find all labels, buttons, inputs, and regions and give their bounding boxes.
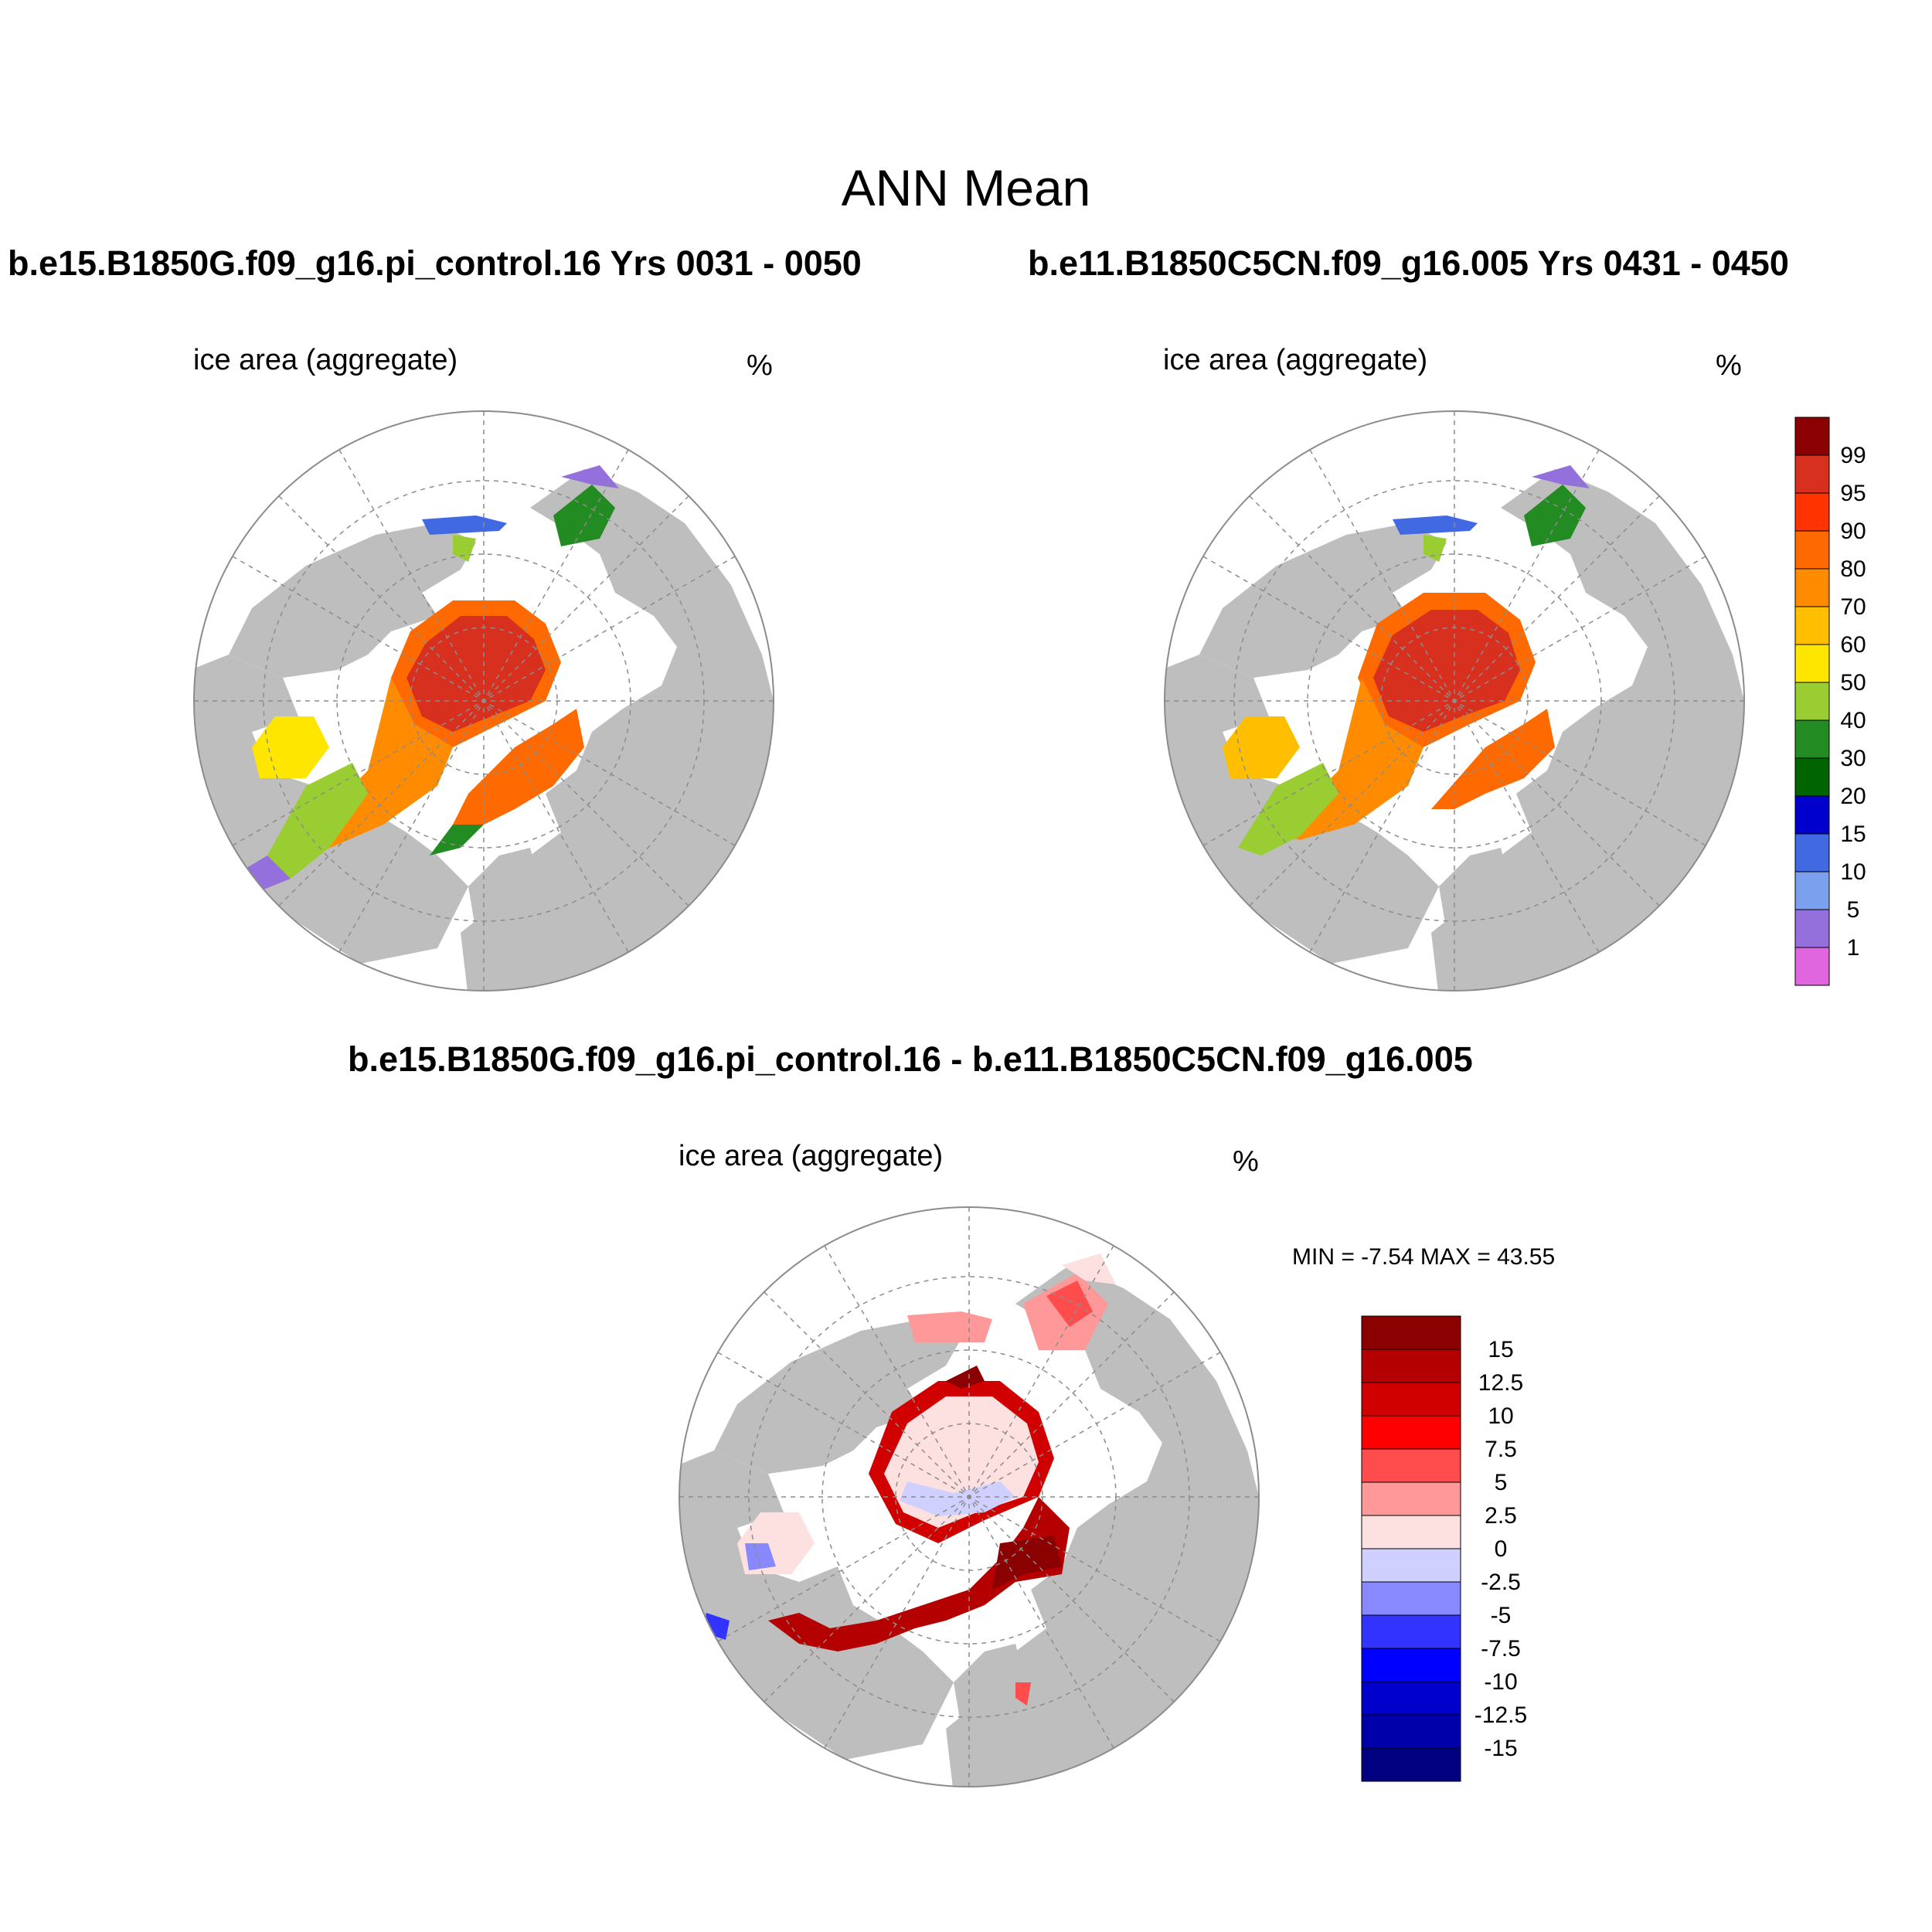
ice-colorbar-swatch	[1794, 568, 1830, 607]
panel1-map	[193, 410, 774, 992]
diff-colorbar-swatch	[1361, 1681, 1461, 1716]
ice-colorbar-tick-label: 70	[1840, 594, 1866, 620]
ice-colorbar-swatch	[1794, 795, 1830, 835]
ice-colorbar-swatch	[1794, 947, 1830, 986]
diff-colorbar-tick-label: -10	[1484, 1669, 1517, 1695]
diff-colorbar-swatch	[1361, 1714, 1461, 1749]
ice-colorbar-swatch	[1794, 454, 1830, 494]
ice-colorbar-tick-label: 40	[1840, 708, 1866, 733]
ice-colorbar-tick-label: 30	[1840, 746, 1866, 771]
difference-colorbar: 15 12.5 10 7.5 5 2.5 0 -2.5 -5 -7.5 -10 -12.5 -15	[1361, 1315, 1527, 1782]
diff-colorbar-swatch	[1361, 1382, 1461, 1417]
diff-colorbar-tick-label: -12.5	[1475, 1702, 1527, 1728]
diff-colorbar-tick-label: 10	[1488, 1403, 1513, 1429]
diff-map	[679, 1206, 1260, 1787]
diff-colorbar-swatch	[1361, 1548, 1461, 1583]
diff-colorbar-tick-label: -5	[1491, 1603, 1512, 1628]
diff-colorbar-tick-label: -2.5	[1481, 1570, 1521, 1595]
ice-colorbar-swatch	[1794, 682, 1830, 721]
ice-colorbar-tick-label: 5	[1847, 897, 1860, 923]
panel1-variable-label: ice area (aggregate)	[193, 344, 458, 376]
ice-area-colorbar: 99 95 90 80 70 60 50 40 30 20 15 10 5 1	[1794, 417, 1866, 986]
ice-colorbar-tick-label: 10	[1840, 859, 1866, 885]
diff-colorbar-swatch	[1361, 1747, 1461, 1782]
diff-colorbar-swatch	[1361, 1349, 1461, 1383]
ice-colorbar-swatch	[1794, 871, 1830, 910]
ice-colorbar-swatch	[1794, 757, 1830, 797]
panel2-case-title: b.e11.B1850C5CN.f09_g16.005 Yrs 0431 - 0…	[1028, 243, 1789, 283]
diff-colorbar-swatch	[1361, 1315, 1461, 1350]
ice-colorbar-swatch	[1794, 909, 1830, 948]
diff-variable-label: ice area (aggregate)	[679, 1140, 944, 1172]
diff-min-max: MIN = -7.54 MAX = 43.55	[1292, 1244, 1556, 1270]
diff-colorbar-swatch	[1361, 1481, 1461, 1516]
ice-colorbar-swatch	[1794, 417, 1830, 456]
diff-case-title: b.e15.B1850G.f09_g16.pi_control.16 - b.e…	[348, 1039, 1473, 1079]
ice-colorbar-tick-label: 20	[1840, 784, 1866, 809]
diff-units: %	[1233, 1145, 1259, 1178]
ice-colorbar-tick-label: 50	[1840, 670, 1866, 696]
diff-colorbar-swatch	[1361, 1648, 1461, 1682]
panel2-units: %	[1716, 349, 1742, 382]
ice-colorbar-tick-label: 90	[1840, 519, 1866, 544]
ice-colorbar-swatch	[1794, 833, 1830, 872]
panel2-map	[1164, 410, 1745, 992]
figure-title: ANN Mean	[841, 159, 1091, 216]
diff-colorbar-swatch	[1361, 1581, 1461, 1616]
ice-colorbar-swatch	[1794, 644, 1830, 683]
panel1-case-title: b.e15.B1850G.f09_g16.pi_control.16 Yrs 0…	[8, 243, 862, 283]
diff-colorbar-swatch	[1361, 1448, 1461, 1483]
ice-colorbar-tick-label: 60	[1840, 632, 1866, 658]
ice-colorbar-tick-label: 80	[1840, 556, 1866, 582]
ice-colorbar-swatch	[1794, 492, 1830, 532]
diff-colorbar-tick-label: 2.5	[1485, 1503, 1517, 1529]
diff-colorbar-swatch	[1361, 1415, 1461, 1450]
ice-colorbar-tick-label: 1	[1847, 935, 1860, 961]
diff-colorbar-swatch	[1361, 1614, 1461, 1649]
diff-colorbar-swatch	[1361, 1515, 1461, 1549]
ice-colorbar-tick-label: 95	[1840, 481, 1866, 506]
diff-colorbar-tick-label: -15	[1484, 1736, 1517, 1761]
diff-colorbar-tick-label: -7.5	[1481, 1636, 1521, 1662]
ice-colorbar-swatch	[1794, 719, 1830, 759]
ice-colorbar-swatch	[1794, 530, 1830, 570]
panel1-units: %	[747, 349, 773, 382]
diff-colorbar-tick-label: 7.5	[1485, 1437, 1517, 1462]
diff-colorbar-tick-label: 5	[1495, 1470, 1508, 1495]
diff-colorbar-tick-label: 0	[1495, 1536, 1508, 1562]
ice-colorbar-tick-label: 99	[1840, 443, 1866, 468]
diff-colorbar-tick-label: 15	[1488, 1337, 1513, 1362]
ice-colorbar-swatch	[1794, 606, 1830, 645]
ice-colorbar-tick-label: 15	[1840, 821, 1866, 847]
diff-colorbar-tick-label: 12.5	[1478, 1370, 1523, 1396]
panel2-variable-label: ice area (aggregate)	[1163, 344, 1428, 376]
